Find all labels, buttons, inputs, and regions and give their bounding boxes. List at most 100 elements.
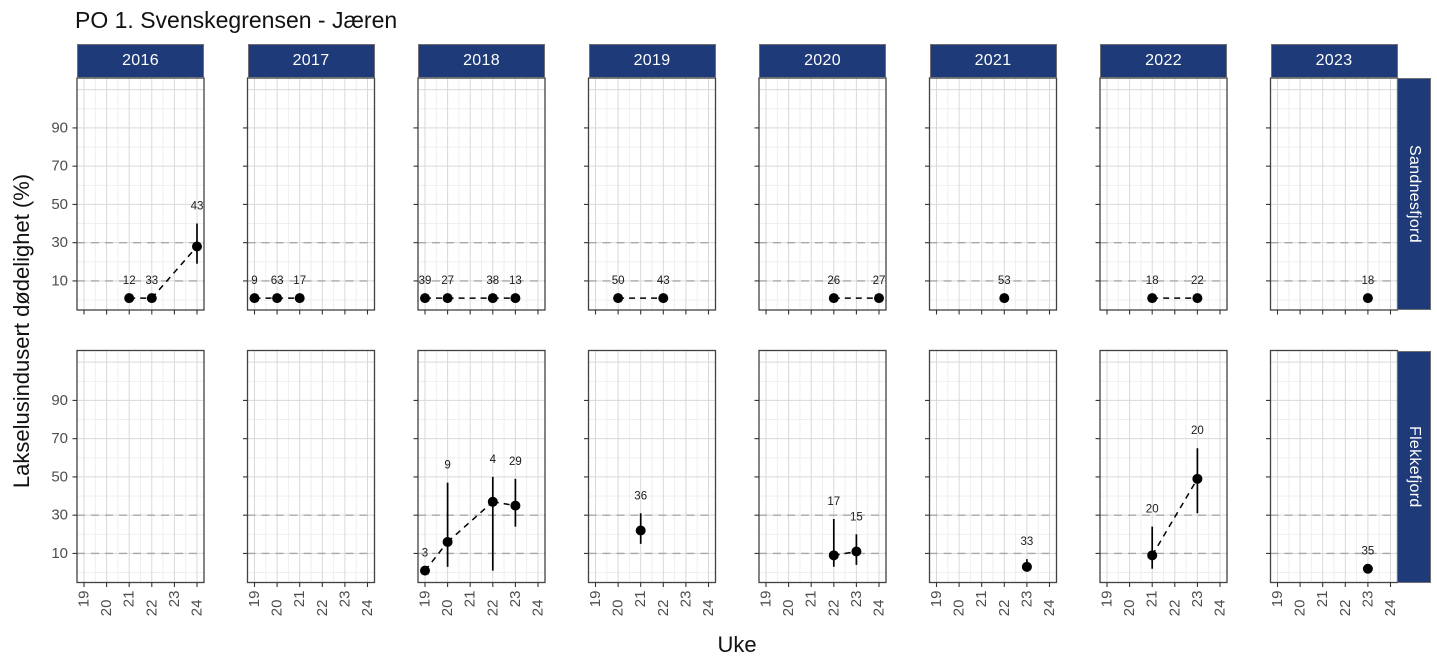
panel-border [76, 349, 205, 584]
data-point-label: 43 [191, 201, 204, 213]
x-axis-tick-label: 22 [825, 600, 842, 617]
x-axis-tick-label: 21 [1314, 591, 1331, 608]
facet-strip-flekkefjord-label: Flekkefjord [1406, 425, 1423, 508]
facet-panel-2017-Flekkefjord [243, 349, 376, 587]
data-point [487, 293, 498, 304]
x-axis-tick-label: 23 [677, 591, 694, 608]
data-point [420, 293, 431, 304]
x-axis-tick-label: 21 [291, 591, 308, 608]
data-point-label: 18 [1146, 275, 1159, 287]
facet-panel-2017-Sandnesfjord: 9 63 17 [243, 77, 376, 315]
x-axis-tick-label: 19 [758, 591, 775, 608]
x-axis-tick-label: 24 [359, 600, 376, 617]
data-point [510, 500, 521, 511]
x-axis-tick-label: 22 [143, 600, 160, 617]
data-point-label: 15 [850, 511, 863, 523]
x-axis-tick-label: 24 [700, 600, 717, 617]
data-point-label: 9 [251, 275, 257, 287]
chart-title: PO 1. Svenskegrensen - Jæren [75, 7, 398, 33]
x-axis-tick-label: 22 [1337, 600, 1354, 617]
facet-panel-2018-Sandnesfjord: 39 27 38 13 [413, 77, 546, 315]
x-axis-tick-label: 20 [1292, 600, 1309, 617]
x-axis-tick-label: 20 [439, 600, 456, 617]
data-point [851, 546, 862, 557]
y-axis-tick-label: 30 [51, 234, 68, 251]
x-axis-tick-label: 20 [780, 600, 797, 617]
facet-panel-2018-Flekkefjord: 3 9 4 29 [413, 349, 546, 587]
y-axis-tick-label: 70 [51, 430, 68, 447]
facet-strip-2018: 2018 [418, 44, 545, 78]
facet-strip-flekkefjord: Flekkefjord [1397, 350, 1431, 583]
panel-border [1099, 349, 1228, 584]
y-axis-tick-label: 90 [51, 392, 68, 409]
panel-border [417, 77, 546, 311]
x-axis-tick-label: 23 [848, 591, 865, 608]
data-point [1192, 293, 1203, 304]
data-point-label: 35 [1361, 546, 1374, 558]
panel-border [928, 77, 1058, 311]
data-point [1362, 293, 1373, 304]
data-point [442, 293, 453, 304]
facet-panel-2020-Sandnesfjord: 26 27 [754, 77, 887, 315]
facet-panel-2021-Sandnesfjord: 53 [925, 77, 1058, 315]
x-axis-title: Uke [717, 632, 757, 657]
panel-border [1099, 77, 1228, 311]
data-point [1147, 550, 1158, 561]
x-axis-tick-label: 24 [529, 600, 546, 617]
x-axis-tick-label: 19 [1269, 591, 1286, 608]
data-point-label: 9 [444, 460, 450, 472]
x-axis-tick-label: 23 [1018, 591, 1035, 608]
data-point-label: 29 [509, 456, 522, 468]
data-point-label: 38 [486, 275, 499, 287]
facet-panel-2019-Flekkefjord: 36 [584, 349, 717, 587]
x-axis-tick-label: 23 [1359, 591, 1376, 608]
data-point [613, 293, 624, 304]
data-point-label: 33 [145, 275, 158, 287]
data-point-label: 17 [827, 496, 840, 508]
x-axis-tick-label: 22 [996, 600, 1013, 617]
data-point [124, 293, 135, 304]
panel-border [417, 349, 546, 584]
data-point-label: 22 [1191, 275, 1204, 287]
panel-border [587, 349, 717, 584]
data-point-label: 17 [293, 275, 306, 287]
x-axis-tick-label: 22 [484, 600, 501, 617]
data-point-label: 20 [1191, 425, 1204, 437]
x-axis-tick-label: 23 [1189, 591, 1206, 608]
series-line-segment [151, 246, 198, 299]
x-axis-tick-label: 20 [98, 600, 115, 617]
data-point [249, 293, 260, 304]
data-point [420, 565, 431, 576]
data-point [272, 293, 283, 304]
x-axis-tick-label: 24 [870, 600, 887, 617]
facet-panel-2022-Sandnesfjord: 18 22 [1095, 77, 1228, 315]
x-axis-tick-label: 22 [314, 600, 331, 617]
data-point-label: 53 [998, 275, 1011, 287]
x-axis-tick-label: 24 [188, 600, 205, 617]
data-point [442, 536, 453, 547]
facet-strip-2017: 2017 [247, 44, 375, 78]
y-axis-tick-label: 50 [51, 196, 68, 213]
panel-border [587, 77, 717, 311]
y-axis-tick-label: 70 [51, 158, 68, 175]
panel-border [928, 349, 1058, 584]
data-point-label: 27 [873, 275, 886, 287]
x-axis-tick-label: 22 [655, 600, 672, 617]
x-axis-tick-label: 23 [507, 591, 524, 608]
facet-strip-sandnesfjord-label: Sandnesfjord [1406, 145, 1423, 243]
x-axis-tick-label: 20 [269, 600, 286, 617]
data-point-label: 33 [1020, 536, 1033, 548]
x-axis-tick-label: 19 [928, 591, 945, 608]
data-point [1362, 563, 1373, 574]
x-axis-tick-label: 21 [1144, 591, 1161, 608]
data-point-label: 27 [441, 275, 454, 287]
data-point [1147, 293, 1158, 304]
facet-panel-2023-Sandnesfjord: 18 [1266, 77, 1399, 315]
x-axis-tick-label: 19 [587, 591, 604, 608]
x-axis-tick-label: 24 [1041, 600, 1058, 617]
data-point [1192, 473, 1203, 484]
y-axis-tick-label: 50 [51, 468, 68, 485]
y-axis-title: Lakselusindusert dødelighet (%) [9, 173, 34, 489]
data-point-label: 18 [1361, 275, 1374, 287]
